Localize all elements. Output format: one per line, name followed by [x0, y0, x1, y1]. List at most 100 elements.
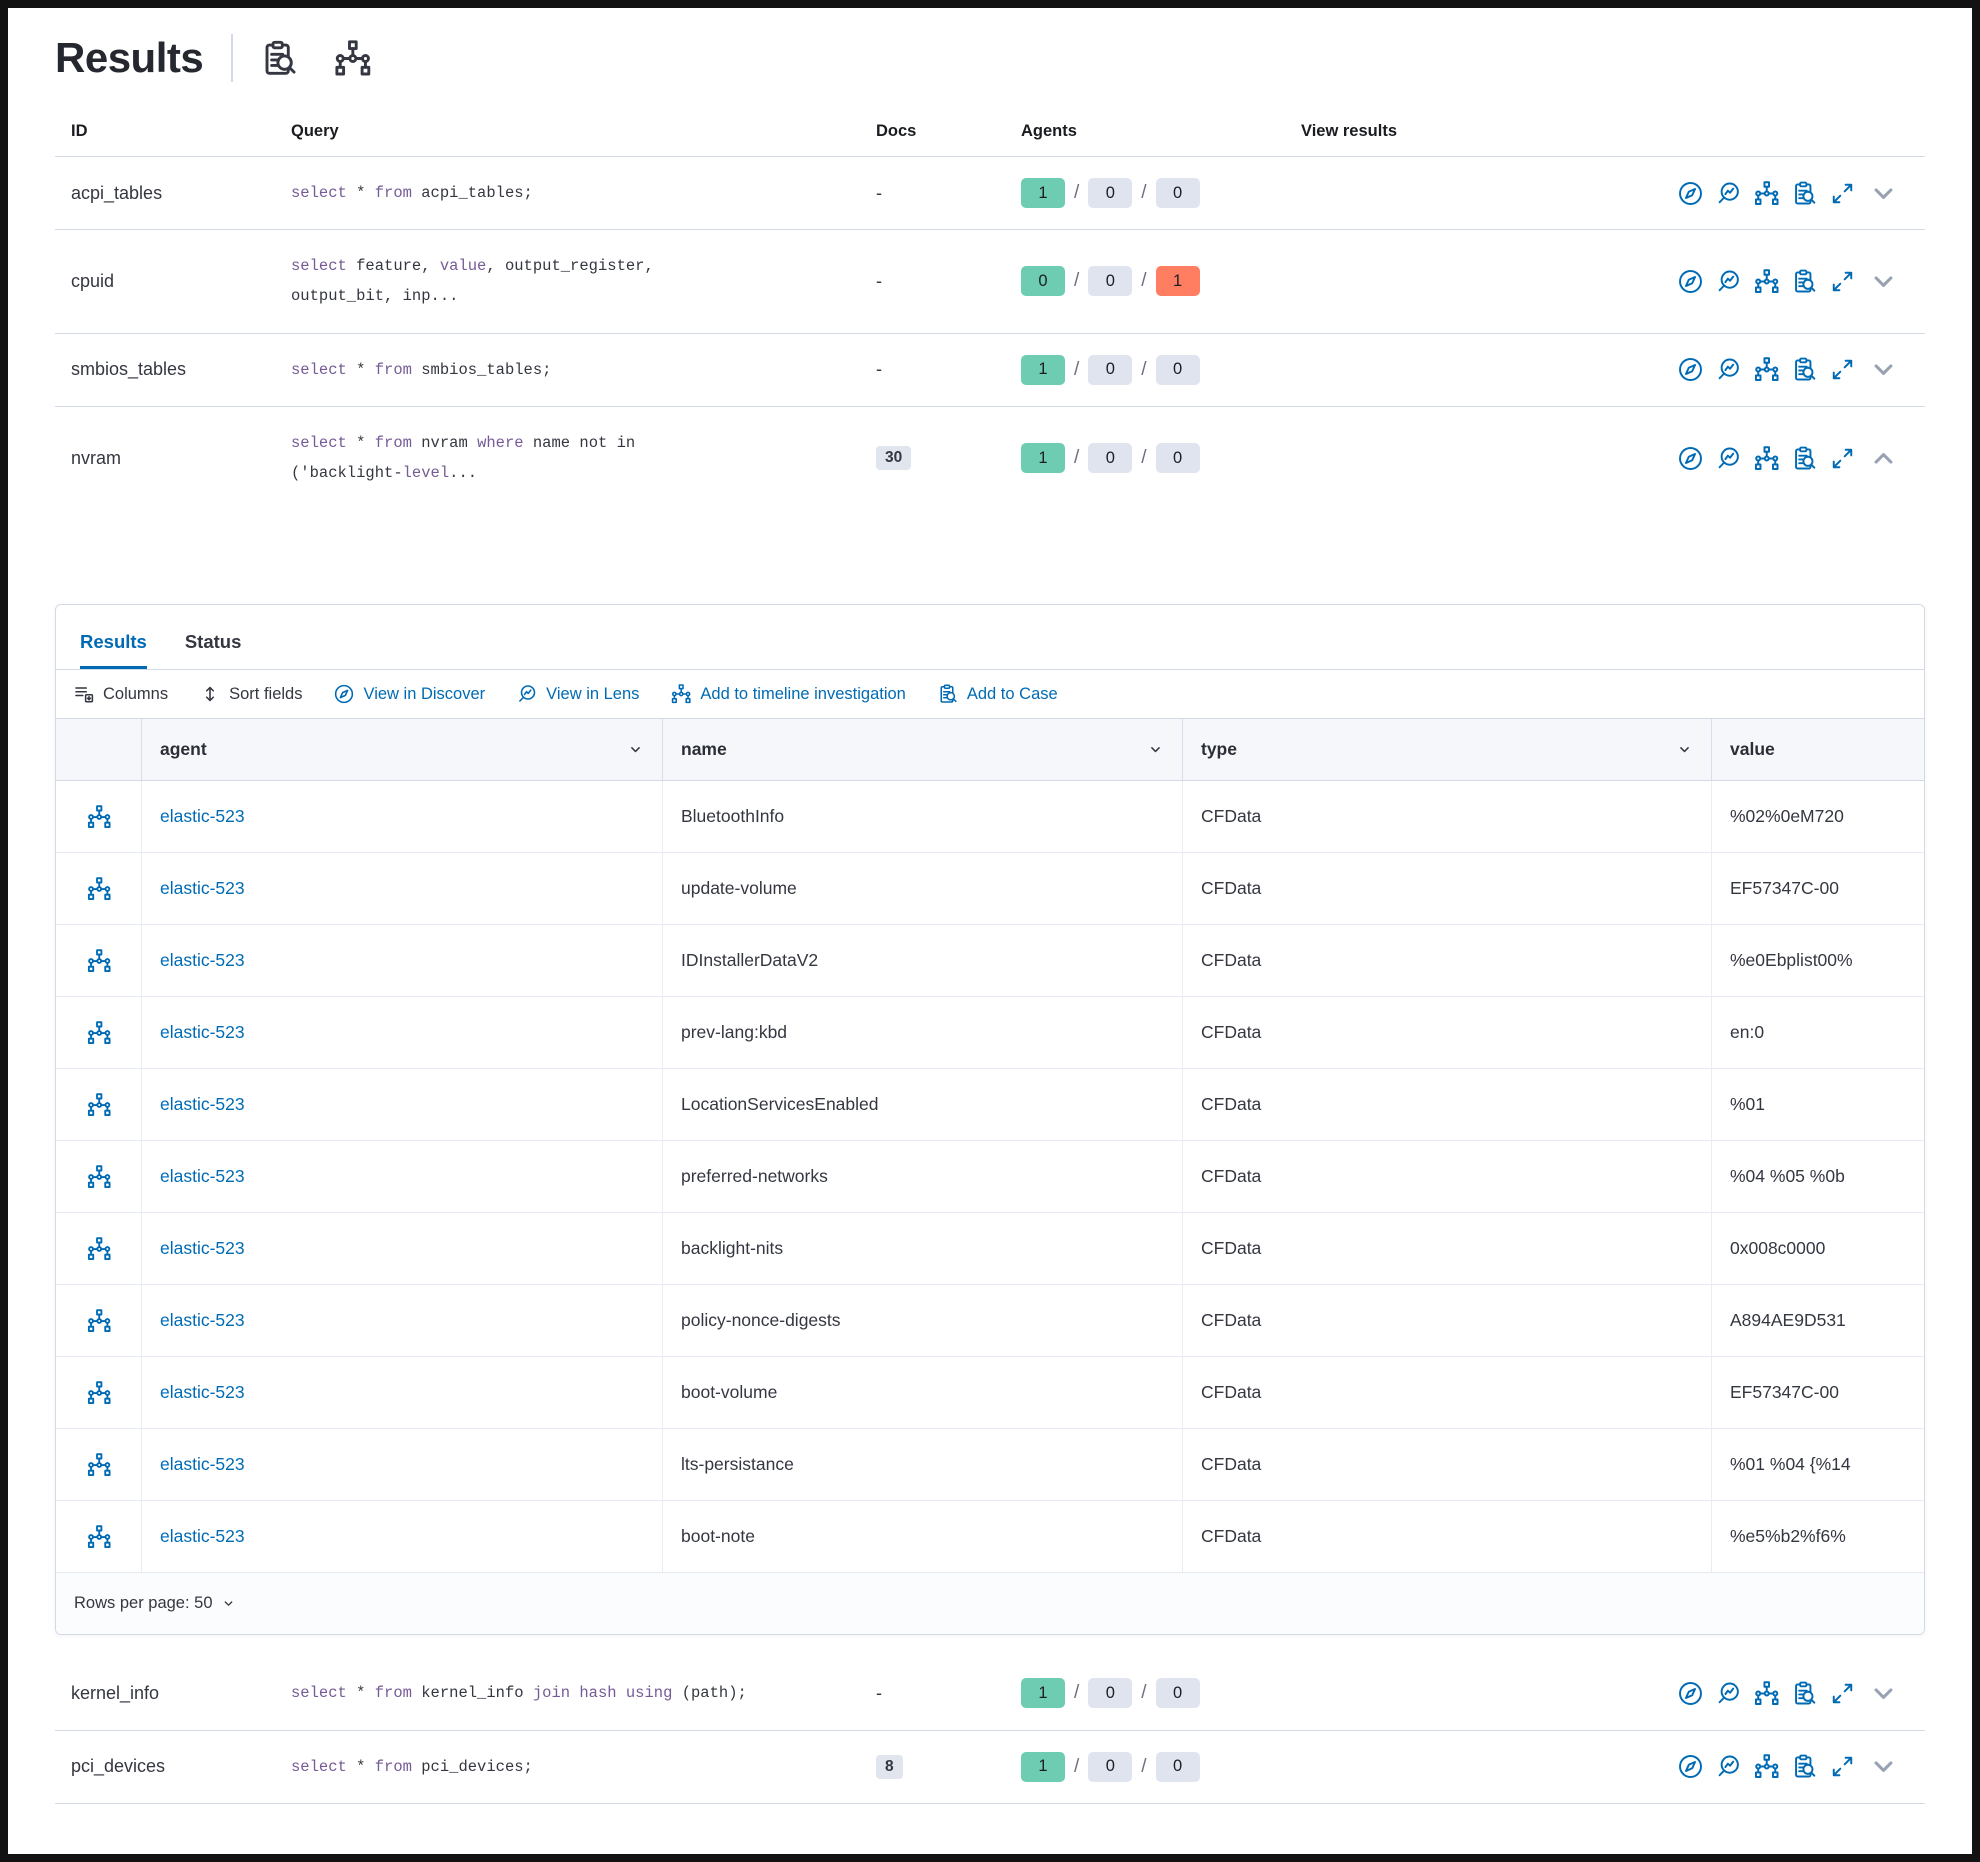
agent-link[interactable]: elastic-523	[160, 1166, 245, 1187]
discover-icon[interactable]	[1678, 269, 1703, 294]
grid-column-agent[interactable]: agent	[142, 719, 663, 781]
result-name: backlight-nits	[663, 1213, 1183, 1285]
discover-icon[interactable]	[1678, 1681, 1703, 1706]
case-icon	[938, 684, 958, 704]
lens-icon	[517, 684, 537, 704]
chevron-down-icon[interactable]	[1870, 268, 1897, 295]
query-sql: select * from smbios_tables;	[275, 355, 860, 385]
chevron-up-icon[interactable]	[1870, 445, 1897, 472]
case-icon[interactable]	[1792, 269, 1817, 294]
add-to-timeline-cell[interactable]	[56, 1069, 142, 1141]
agent-link[interactable]: elastic-523	[160, 950, 245, 971]
queries-table-header: ID Query Docs Agents View results	[55, 106, 1925, 157]
agent-link[interactable]: elastic-523	[160, 1382, 245, 1403]
chevron-down-icon[interactable]	[1870, 1753, 1897, 1780]
case-icon[interactable]	[1792, 181, 1817, 206]
case-icon[interactable]	[1792, 357, 1817, 382]
agent-link[interactable]: elastic-523	[160, 806, 245, 827]
grid-column-name[interactable]: name	[663, 719, 1183, 781]
add-to-timeline-cell[interactable]	[56, 1285, 142, 1357]
sort-fields-button[interactable]: Sort fields	[200, 684, 302, 704]
timeline-icon[interactable]	[1754, 357, 1779, 382]
inspect-icon[interactable]	[261, 40, 298, 77]
agents-pending-badge: 0	[1088, 1678, 1133, 1709]
add-to-timeline-cell[interactable]	[56, 1213, 142, 1285]
case-icon[interactable]	[1792, 446, 1817, 471]
discover-icon[interactable]	[1678, 357, 1703, 382]
sql-keyword: from	[374, 184, 412, 202]
add-to-timeline-button[interactable]: Add to timeline investigation	[671, 684, 906, 704]
chevron-down-icon[interactable]	[1870, 1680, 1897, 1707]
grid-column-value[interactable]: value	[1712, 719, 1924, 780]
add-to-timeline-cell[interactable]	[56, 1141, 142, 1213]
page-title: Results	[55, 34, 204, 81]
expand-icon[interactable]	[1830, 1681, 1855, 1706]
add-to-timeline-cell[interactable]	[56, 997, 142, 1069]
query-agents: 1 / 0 / 0	[1005, 1678, 1285, 1709]
discover-icon[interactable]	[1678, 1754, 1703, 1779]
case-icon[interactable]	[1792, 1754, 1817, 1779]
add-to-timeline-cell[interactable]	[56, 781, 142, 853]
query-row: kernel_info select * from kernel_info jo…	[55, 1657, 1925, 1731]
add-to-timeline-cell[interactable]	[56, 1357, 142, 1429]
agent-link[interactable]: elastic-523	[160, 1094, 245, 1115]
chevron-down-icon[interactable]	[1870, 356, 1897, 383]
agent-link[interactable]: elastic-523	[160, 1310, 245, 1331]
timeline-icon	[87, 1021, 111, 1045]
case-icon[interactable]	[1792, 1681, 1817, 1706]
result-value: %01 %04 {%14	[1730, 1454, 1851, 1475]
view-in-discover-button[interactable]: View in Discover	[334, 684, 485, 704]
timeline-icon[interactable]	[1754, 181, 1779, 206]
rows-per-page-control[interactable]: Rows per page: 50	[56, 1573, 1924, 1635]
timeline-icon[interactable]	[1754, 1681, 1779, 1706]
timeline-icon[interactable]	[334, 40, 371, 77]
agent-link[interactable]: elastic-523	[160, 1022, 245, 1043]
view-in-lens-button[interactable]: View in Lens	[517, 684, 639, 704]
add-to-timeline-cell[interactable]	[56, 853, 142, 925]
discover-icon[interactable]	[1678, 181, 1703, 206]
add-to-case-button[interactable]: Add to Case	[938, 684, 1058, 704]
agent-link[interactable]: elastic-523	[160, 1526, 245, 1547]
tab-status[interactable]: Status	[184, 631, 242, 653]
add-to-timeline-cell[interactable]	[56, 1429, 142, 1501]
tab-results[interactable]: Results	[80, 631, 147, 670]
chevron-down-icon	[627, 741, 644, 758]
add-to-timeline-cell[interactable]	[56, 925, 142, 997]
lens-icon[interactable]	[1716, 269, 1741, 294]
result-value: A894AE9D531	[1730, 1310, 1846, 1331]
timeline-icon[interactable]	[1754, 1754, 1779, 1779]
lens-icon[interactable]	[1716, 1681, 1741, 1706]
lens-icon[interactable]	[1716, 446, 1741, 471]
add-to-timeline-cell[interactable]	[56, 1501, 142, 1573]
agents-success-badge: 1	[1021, 178, 1065, 209]
timeline-icon	[87, 1309, 111, 1333]
expand-icon[interactable]	[1830, 269, 1855, 294]
chevron-down-icon	[221, 1596, 236, 1611]
discover-icon[interactable]	[1678, 446, 1703, 471]
agent-link[interactable]: elastic-523	[160, 878, 245, 899]
expand-icon[interactable]	[1830, 1754, 1855, 1779]
query-agents: 0 / 0 / 1	[1005, 266, 1285, 297]
expand-icon[interactable]	[1830, 446, 1855, 471]
sql-keyword: from	[374, 1684, 412, 1703]
result-row: elastic-523 LocationServicesEnabled CFDa…	[56, 1069, 1924, 1142]
lens-icon[interactable]	[1716, 357, 1741, 382]
sql-code: select feature, value, output_register, o…	[291, 251, 860, 311]
timeline-icon[interactable]	[1754, 269, 1779, 294]
sql-text: *	[346, 1684, 375, 1703]
agent-link[interactable]: elastic-523	[160, 1238, 245, 1259]
expand-icon[interactable]	[1830, 181, 1855, 206]
grid-column-type[interactable]: type	[1183, 719, 1712, 781]
agents-separator: /	[1074, 1682, 1080, 1704]
lens-icon[interactable]	[1716, 181, 1741, 206]
timeline-icon[interactable]	[1754, 446, 1779, 471]
agents-failed-badge: 0	[1155, 1678, 1200, 1709]
chevron-down-icon[interactable]	[1870, 180, 1897, 207]
expand-icon[interactable]	[1830, 357, 1855, 382]
columns-button[interactable]: Columns	[74, 684, 168, 704]
result-row: elastic-523 boot-note CFData %e5%b2%f6%	[56, 1501, 1924, 1574]
lens-icon[interactable]	[1716, 1754, 1741, 1779]
agents-pending-badge: 0	[1088, 266, 1133, 297]
query-row: cpuid select feature, value, output_regi…	[55, 230, 1925, 334]
agent-link[interactable]: elastic-523	[160, 1454, 245, 1475]
